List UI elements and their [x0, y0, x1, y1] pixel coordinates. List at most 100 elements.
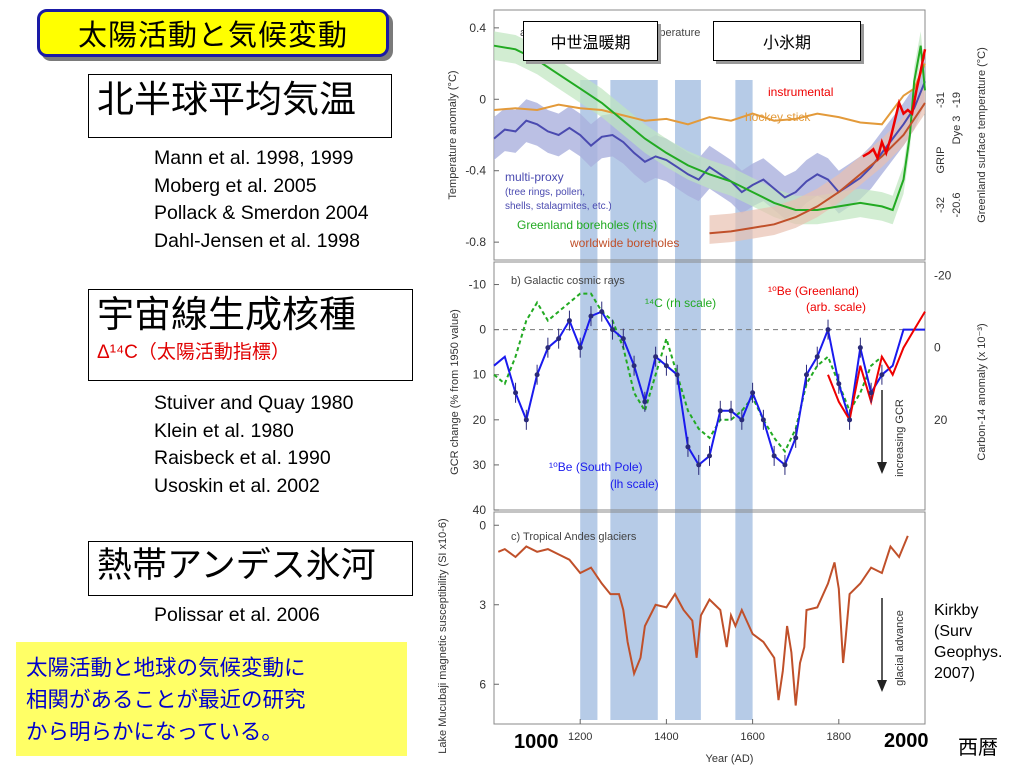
annotation-worldwide: worldwide boreholes: [569, 236, 679, 250]
y-tick-label: 0.4: [469, 21, 486, 35]
data-point: [750, 390, 756, 396]
data-point: [771, 453, 777, 459]
section-refs: Stuiver and Quay 1980 Klein et al. 1980 …: [154, 390, 353, 500]
y-tick-label: -0.8: [465, 235, 486, 249]
x-label-1000: 1000: [514, 731, 559, 753]
annotation-be10-south-pole-scale: (lh scale): [610, 477, 659, 491]
y-axis-label: Lake Mucubaji magnetic susceptibility (S…: [437, 518, 449, 753]
susceptibility-line: [497, 535, 909, 706]
data-point: [556, 336, 562, 342]
x-axis-label: Year (AD): [706, 753, 754, 765]
section-heading: 北半球平均気温: [97, 79, 356, 120]
data-point: [847, 417, 853, 423]
annotation-multi-proxy-detail: shells, stalagmites, etc.): [505, 201, 612, 212]
data-point: [631, 363, 637, 369]
annotation-multi-proxy: multi-proxy: [505, 170, 564, 184]
ref-item: Usoskin et al. 2002: [154, 474, 320, 497]
ref-item: Klein et al. 1980: [154, 419, 294, 442]
section-refs: Mann et al. 1998, 1999 Moberg et al. 200…: [154, 145, 369, 255]
ref-item: Moberg et al. 2005: [154, 174, 317, 197]
y-tick-label: 40: [473, 503, 487, 517]
hockey-stick-line: [493, 63, 926, 126]
y-axis-label-right: Carbon-14 anomaly (x 10⁻³): [976, 323, 988, 460]
data-point: [782, 462, 788, 468]
ref-item: Raisbeck et al. 1990: [154, 447, 331, 469]
annotation-increasing-gcr: increasing GCR: [894, 399, 906, 477]
section-nh-temperature: 北半球平均気温: [88, 74, 392, 138]
period-text: 中世温暖期: [550, 35, 631, 52]
x-tick-label: 1600: [740, 731, 764, 743]
y-tick-label: 0: [479, 518, 486, 532]
data-point: [599, 309, 605, 315]
x-tick-label: 1400: [654, 731, 678, 743]
citation-line: Geophys.: [934, 644, 1003, 661]
data-point: [728, 408, 734, 414]
data-point: [814, 354, 820, 360]
section-heading: 熱帯アンデス氷河: [97, 546, 376, 585]
data-point: [793, 435, 799, 441]
y-tick-label: -0.4: [465, 164, 486, 178]
increasing-gcr-arrowhead: [877, 462, 887, 474]
data-point: [707, 453, 712, 459]
data-point: [513, 390, 519, 396]
solar-minimum-band: [610, 80, 658, 720]
panel-b-title: b) Galactic cosmic rays: [511, 275, 625, 287]
data-point: [523, 417, 529, 423]
multi-proxy-line: [493, 81, 926, 199]
data-point: [566, 318, 572, 324]
data-point: [653, 354, 659, 360]
y-axis-label-right: Greenland surface temperature (°C): [976, 47, 988, 223]
annotation-multi-proxy-detail: (tree rings, pollen,: [505, 187, 585, 198]
panel-c-frame: [493, 511, 926, 725]
right-tick-label: -32: [935, 197, 947, 213]
annotation-hockey-stick: hockey stick: [745, 110, 811, 124]
annotation-instrumental: instrumental: [768, 85, 833, 99]
right-tick-label: -20.6: [951, 192, 963, 217]
section-subheading: Δ¹⁴C（太陽活動指標）: [97, 341, 290, 363]
medieval-warm-period-label: 中世温暖期: [523, 21, 658, 61]
multi-proxy-band: [494, 60, 925, 219]
y-tick-label: 3: [479, 598, 486, 612]
data-point: [674, 372, 680, 378]
data-point: [588, 313, 594, 319]
data-point: [760, 417, 766, 423]
data-point: [663, 363, 669, 369]
x-tick-label: 1800: [827, 731, 851, 743]
y-axis-label: Temperature anomaly (°C): [447, 70, 459, 199]
x-label-2000: 2000: [884, 730, 929, 752]
annotation-be10-greenland-scale: (arb. scale): [806, 300, 866, 314]
data-point: [620, 336, 626, 342]
summary-line: から明らかになっている。: [26, 720, 283, 744]
data-point: [825, 327, 831, 333]
worldwide-line: [709, 102, 926, 235]
data-point: [534, 372, 540, 378]
y-tick-label: 0: [479, 323, 486, 337]
ref-item: Stuiver and Quay 1980: [154, 392, 354, 414]
c14-line: [493, 292, 883, 454]
data-point: [857, 345, 863, 351]
little-ice-age-label: 小氷期: [713, 21, 861, 61]
glacial-advance-arrowhead: [877, 680, 887, 692]
data-point: [717, 408, 723, 414]
right-tick-label: -31: [935, 92, 947, 108]
annotation-be10-south-pole: ¹⁰Be (South Pole): [549, 460, 643, 474]
summary-line: 太陽活動と地球の気候変動に: [26, 656, 306, 680]
ref-item: Mann et al. 1998, 1999: [154, 147, 354, 169]
right-tick-label: -19: [951, 92, 963, 108]
worldwide-band: [709, 85, 925, 244]
annotation-glacial-advance: glacial advance: [894, 610, 906, 686]
instrumental-line: [862, 49, 927, 162]
y-tick-label: 0: [479, 92, 486, 106]
summary-box: 太陽活動と地球の気候変動に 相関があることが最近の研究 から明らかになっている。: [16, 642, 407, 756]
y-tick-label: 20: [473, 413, 487, 427]
section-heading: 宇宙線生成核種: [97, 294, 356, 335]
slide-title: 太陽活動と気候変動: [37, 9, 389, 57]
right-tick-label: 0: [934, 341, 941, 355]
data-point: [685, 444, 691, 450]
right-tick-label: -20: [934, 269, 952, 283]
panel-b-frame: [493, 261, 926, 511]
slide-title-text: 太陽活動と気候変動: [77, 20, 348, 52]
y-tick-label: 10: [473, 368, 487, 382]
y-tick-label: 6: [479, 677, 486, 691]
